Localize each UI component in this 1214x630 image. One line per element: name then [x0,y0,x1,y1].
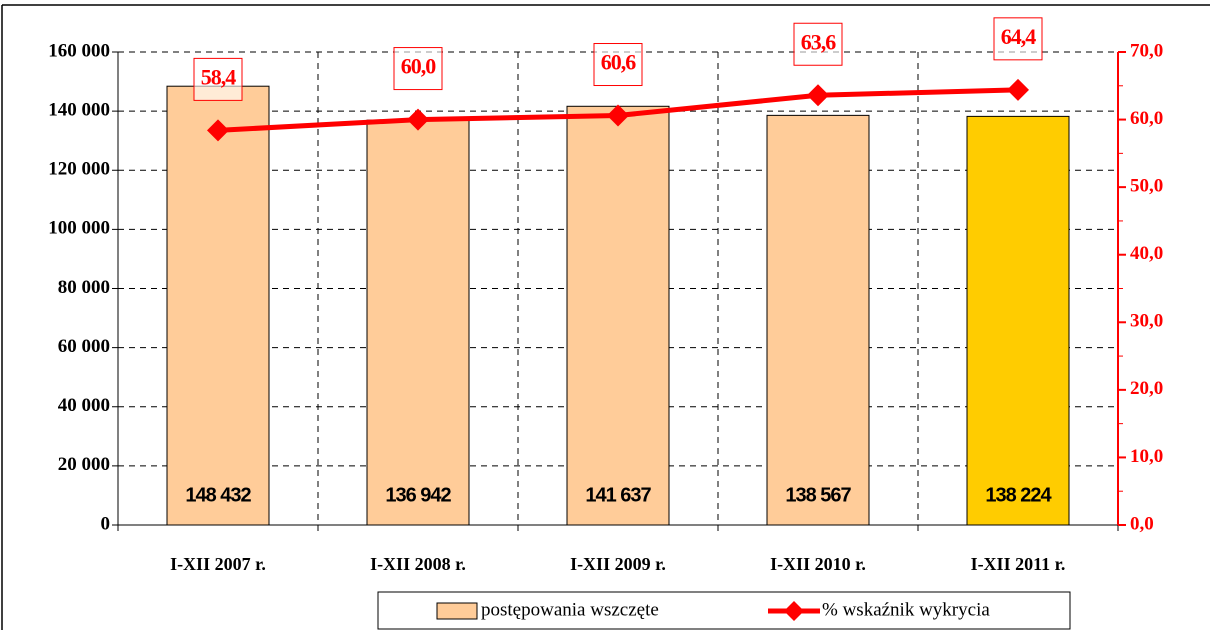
marker [207,119,229,142]
line-value-label: 64,4 [1001,24,1037,49]
bar-value-label: 141 637 [585,484,651,506]
legend-box [377,591,1071,630]
bar-value-label: 148 432 [185,484,251,506]
y2-tick-label: 10,0 [1130,446,1163,467]
y-tick-label: 40 000 [58,395,110,416]
y2-tick-label: 50,0 [1130,176,1163,197]
value-label-box [193,57,243,101]
x-tick-label: I-XII 2008 r. [370,554,466,574]
legend-label: % wskaźnik wykrycia [822,599,990,620]
y-tick-label: 0 [101,513,111,534]
x-tick-label: I-XII 2010 r. [770,554,866,574]
bar [566,105,670,526]
legend-label: postępowania wszczęte [481,599,659,620]
value-label-box [593,43,643,87]
marker [407,108,429,131]
y-tick-label: 80 000 [58,277,110,298]
y2-tick-label: 70,0 [1130,40,1163,61]
y2-tick-label: 20,0 [1130,378,1163,399]
x-tick-label: I-XII 2011 r. [971,554,1066,574]
y-tick-label: 100 000 [48,218,110,239]
line-value-label: 63,6 [801,29,837,54]
bar [966,115,1070,526]
value-label-box [393,47,443,91]
marker [1007,78,1029,101]
line-value-label: 60,0 [401,54,437,79]
value-label-box [993,17,1043,61]
legend-marker [784,601,804,621]
y-tick-label: 60 000 [58,336,110,357]
bar-value-label: 138 567 [785,484,851,506]
marker [807,84,829,107]
y2-tick-label: 60,0 [1130,108,1163,129]
bar-value-label: 136 942 [385,484,451,506]
bar-value-label: 138 224 [985,484,1052,506]
bar [366,119,470,526]
marker [607,104,629,127]
x-tick-label: I-XII 2009 r. [570,554,666,574]
x-tick-label: I-XII 2007 r. [170,554,266,574]
y-tick-label: 160 000 [48,40,110,61]
y-tick-label: 20 000 [58,454,110,475]
line-value-label: 58,4 [201,64,237,89]
bar [166,85,270,526]
y2-tick-label: 40,0 [1130,243,1163,264]
bar [766,114,870,526]
value-label-box [793,22,843,66]
y2-tick-label: 0,0 [1130,513,1154,534]
y2-tick-label: 30,0 [1130,311,1163,332]
y-tick-label: 120 000 [48,159,110,180]
y-tick-label: 140 000 [48,99,110,120]
legend-swatch [436,602,478,620]
line-value-label: 60,6 [601,50,637,75]
